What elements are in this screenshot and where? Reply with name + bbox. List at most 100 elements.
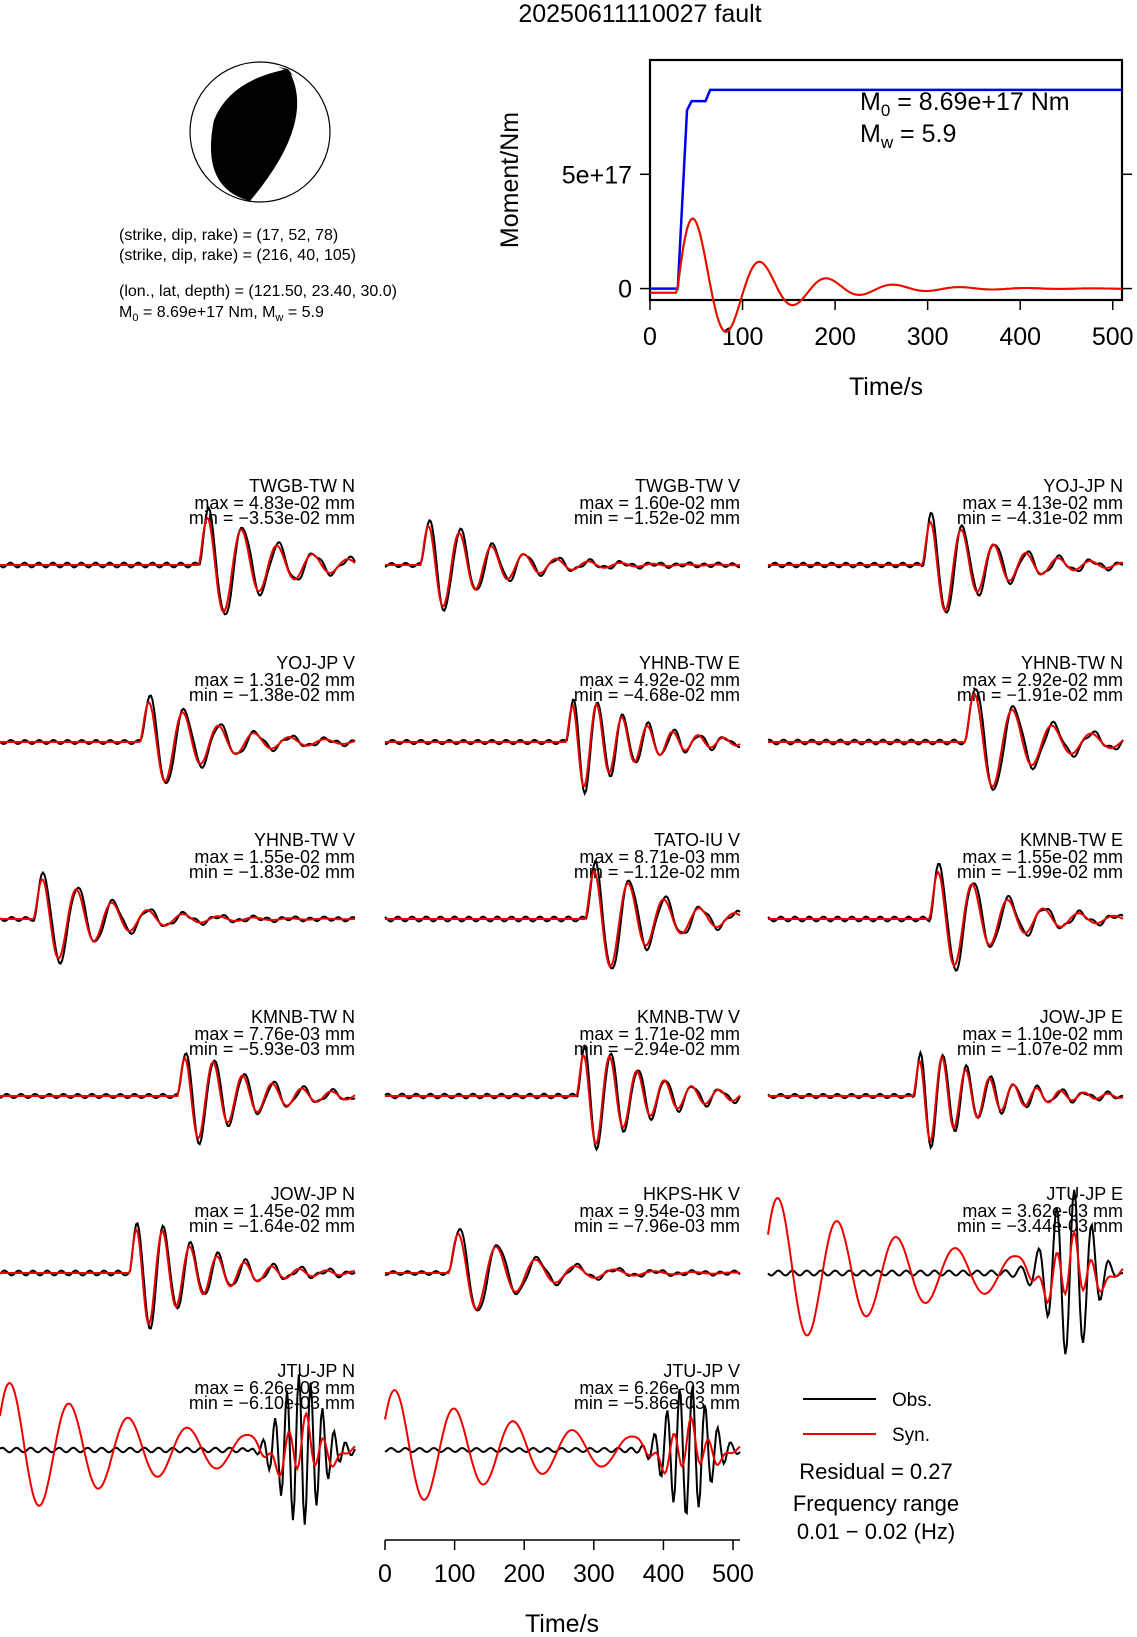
synthetic-trace-line	[0, 701, 356, 783]
moment-xtick-label: 500	[1092, 323, 1134, 351]
station-min: min = −1.91e-02 mm	[957, 685, 1123, 705]
station-name: JTU-JP N	[277, 1361, 355, 1381]
synthetic-trace-line	[768, 870, 1124, 967]
residual-label: Residual = 0.27	[799, 1459, 953, 1484]
station-name: JTU-JP E	[1046, 1184, 1123, 1204]
synthetic-trace-line	[0, 1382, 356, 1507]
observed-trace-line	[0, 1221, 356, 1330]
station-max: max = 4.13e-02 mm	[962, 493, 1123, 513]
station-min: min = −5.86e-03 mm	[574, 1393, 740, 1413]
station-max: max = 1.71e-02 mm	[579, 1024, 740, 1044]
moment-xtick-label: 200	[814, 323, 856, 351]
synthetic-trace-line	[385, 870, 741, 968]
station-min: min = −1.07e-02 mm	[957, 1039, 1123, 1059]
synthetic-trace-line	[385, 1053, 741, 1145]
moment-mw-label: Mw = 5.9	[860, 120, 956, 152]
legend-obs-label: Obs.	[892, 1390, 932, 1411]
station-max: max = 1.55e-02 mm	[194, 847, 355, 867]
observed-trace-line	[767, 688, 1124, 792]
synthetic-trace-line	[385, 1233, 741, 1311]
moment-line: M0 = 8.69e+17 Nm, Mw = 5.9	[119, 304, 324, 324]
station-min: min = −1.83e-02 mm	[189, 862, 355, 882]
observed-trace-line	[384, 518, 741, 613]
station-min: min = −3.53e-02 mm	[189, 508, 355, 528]
station-min: min = −1.12e-02 mm	[574, 862, 740, 882]
trace-axis-tick-label: 200	[503, 1560, 545, 1588]
synthetic-trace-line	[768, 520, 1123, 612]
moment-ytick-label: 5e+17	[562, 161, 632, 189]
station-max: max = 4.92e-02 mm	[579, 670, 740, 690]
synthetic-trace-line	[768, 1055, 1124, 1143]
synthetic-trace-line	[768, 693, 1124, 788]
trace-axis-tick-label: 100	[434, 1560, 476, 1588]
frequency-range-title: Frequency range	[793, 1491, 959, 1516]
station-min: min = −1.99e-02 mm	[957, 862, 1123, 882]
beachball-icon	[189, 61, 331, 203]
station-name: YOJ-JP N	[1043, 476, 1123, 496]
moment-plot: Moment/Nm Time/s M0 = 8.69e+17 Nm Mw = 5…	[496, 58, 1134, 401]
station-min: min = −7.96e-03 mm	[574, 1216, 740, 1236]
station-name: YOJ-JP V	[276, 653, 355, 673]
synthetic-trace-line	[0, 1227, 356, 1325]
trace-axis-tick-label: 0	[378, 1560, 392, 1588]
station-name: TWGB-TW V	[635, 476, 740, 496]
hypocenter-line: (lon., lat, depth) = (121.50, 23.40, 30.…	[119, 283, 397, 300]
trace-time-axis: Time/s 0 100 200 300 400 500	[378, 1539, 754, 1637]
moment-xtick-label: 100	[722, 323, 764, 351]
observed-trace-line	[0, 1051, 356, 1146]
station-max: max = 4.83e-02 mm	[194, 493, 355, 513]
moment-xtick-label: 300	[907, 323, 949, 351]
figure-title: 20250611110027 fault	[518, 0, 761, 28]
station-name: TATO-IU V	[654, 830, 740, 850]
observed-trace-line	[0, 1374, 356, 1525]
moment-ylabel: Moment/Nm	[496, 112, 524, 248]
station-min: min = −1.64e-02 mm	[189, 1216, 355, 1236]
synthetic-trace-line	[0, 878, 355, 960]
trace-xlabel: Time/s	[525, 1610, 599, 1637]
station-min: min = −3.44e-03 mm	[957, 1216, 1123, 1236]
station-name: YHNB-TW V	[254, 830, 355, 850]
synthetic-trace-line	[384, 1389, 741, 1501]
nodal-plane-2: (strike, dip, rake) = (216, 40, 105)	[119, 247, 356, 264]
observed-trace-line	[384, 1227, 741, 1312]
nodal-plane-1: (strike, dip, rake) = (17, 52, 78)	[119, 227, 338, 244]
station-min: min = −4.31e-02 mm	[957, 508, 1123, 528]
trace-axis-tick-label: 500	[712, 1560, 754, 1588]
station-max: max = 1.60e-02 mm	[579, 493, 740, 513]
trace-axis-tick-label: 400	[643, 1560, 685, 1588]
station-name: KMNB-TW V	[637, 1007, 740, 1027]
moment-xtick-label: 0	[643, 323, 657, 351]
moment-ytick-label: 0	[618, 276, 632, 304]
observed-trace-line	[0, 870, 356, 965]
station-name: JOW-JP N	[271, 1184, 355, 1204]
synthetic-trace-line	[385, 702, 741, 788]
station-min: min = −5.93e-03 mm	[189, 1039, 355, 1059]
moment-plot-frame	[648, 58, 1124, 302]
station-max: max = 8.71e-03 mm	[579, 847, 740, 867]
station-max: max = 3.62e-03 mm	[962, 1201, 1123, 1221]
station-name: KMNB-TW E	[1020, 830, 1123, 850]
station-name: JOW-JP E	[1040, 1007, 1123, 1027]
synthetic-trace-line	[767, 1197, 1124, 1337]
observed-trace-line	[384, 1043, 741, 1152]
station-name: TWGB-TW N	[249, 476, 355, 496]
station-name: HKPS-HK V	[643, 1184, 740, 1204]
observed-trace-line	[384, 1385, 741, 1516]
station-max: max = 6.26e-03 mm	[579, 1378, 740, 1398]
observed-trace-line	[0, 694, 356, 785]
station-min: min = −1.52e-02 mm	[574, 508, 740, 528]
